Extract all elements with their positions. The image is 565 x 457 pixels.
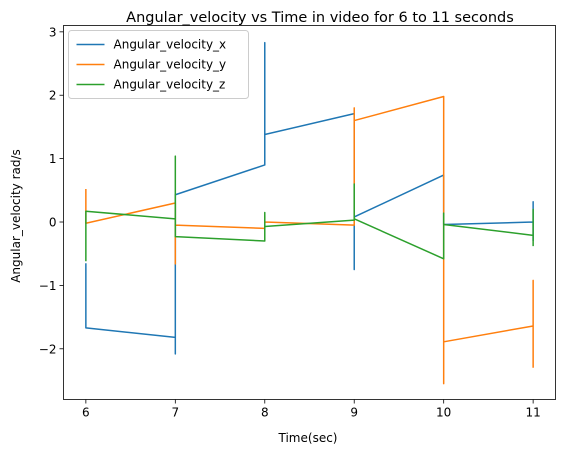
legend-label-2: Angular_velocity_y: [114, 58, 227, 72]
y-tick-label: 2: [49, 89, 57, 103]
series-line-2: [85, 95, 534, 385]
x-tick-label: 7: [171, 406, 179, 420]
x-tick-label: 11: [525, 406, 540, 420]
y-axis-label: Angular_velocity rad/s: [9, 149, 23, 283]
legend-label-3: Angular_velocity_z: [114, 78, 226, 92]
x-tick-label: 8: [261, 406, 269, 420]
y-tick-label: 1: [49, 152, 57, 166]
x-tick-label: 9: [350, 406, 358, 420]
series-layer: [85, 41, 534, 385]
legend-box: [68, 30, 249, 99]
x-axis-label: Time(sec): [278, 431, 338, 445]
y-tick-label: −2: [39, 342, 57, 356]
series-line-1: [85, 41, 534, 355]
x-tick-label: 6: [82, 406, 90, 420]
y-tick-label: 3: [49, 25, 57, 39]
y-tick-label: 0: [49, 216, 57, 230]
ticks-layer: 6 7 8 9 10 11 −2 −1 0 1 2 3: [39, 25, 541, 419]
y-tick-label: −1: [39, 279, 57, 293]
chart-title: Angular_velocity vs Time in video for 6 …: [126, 10, 514, 26]
series-line-3: [85, 155, 534, 262]
legend: Angular_velocity_x Angular_velocity_y Angu…: [68, 30, 249, 99]
plot-frame: [63, 25, 556, 400]
legend-label-1: Angular_velocity_x: [114, 38, 227, 52]
x-tick-label: 10: [436, 406, 451, 420]
